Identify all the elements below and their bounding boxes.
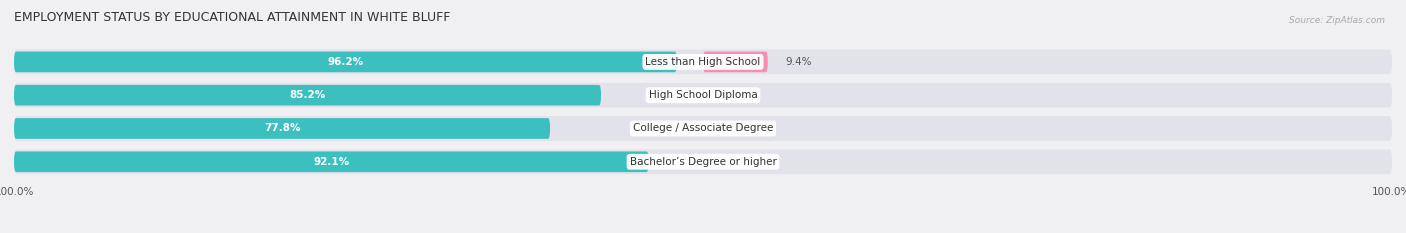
FancyBboxPatch shape [14, 118, 550, 139]
FancyBboxPatch shape [14, 50, 1392, 74]
FancyBboxPatch shape [14, 51, 676, 72]
Text: 0.0%: 0.0% [720, 123, 747, 134]
Text: Bachelor’s Degree or higher: Bachelor’s Degree or higher [630, 157, 776, 167]
Text: 9.4%: 9.4% [785, 57, 811, 67]
Text: 0.0%: 0.0% [720, 157, 747, 167]
Text: 96.2%: 96.2% [328, 57, 364, 67]
Text: 85.2%: 85.2% [290, 90, 326, 100]
FancyBboxPatch shape [14, 83, 1392, 107]
Text: College / Associate Degree: College / Associate Degree [633, 123, 773, 134]
Text: Source: ZipAtlas.com: Source: ZipAtlas.com [1289, 16, 1385, 25]
Text: 0.0%: 0.0% [720, 90, 747, 100]
FancyBboxPatch shape [14, 116, 1392, 141]
Text: EMPLOYMENT STATUS BY EDUCATIONAL ATTAINMENT IN WHITE BLUFF: EMPLOYMENT STATUS BY EDUCATIONAL ATTAINM… [14, 11, 450, 24]
FancyBboxPatch shape [14, 85, 600, 106]
FancyBboxPatch shape [703, 51, 768, 72]
FancyBboxPatch shape [14, 151, 648, 172]
FancyBboxPatch shape [14, 149, 1392, 174]
Text: High School Diploma: High School Diploma [648, 90, 758, 100]
Text: 92.1%: 92.1% [314, 157, 349, 167]
Text: 77.8%: 77.8% [264, 123, 301, 134]
Text: Less than High School: Less than High School [645, 57, 761, 67]
